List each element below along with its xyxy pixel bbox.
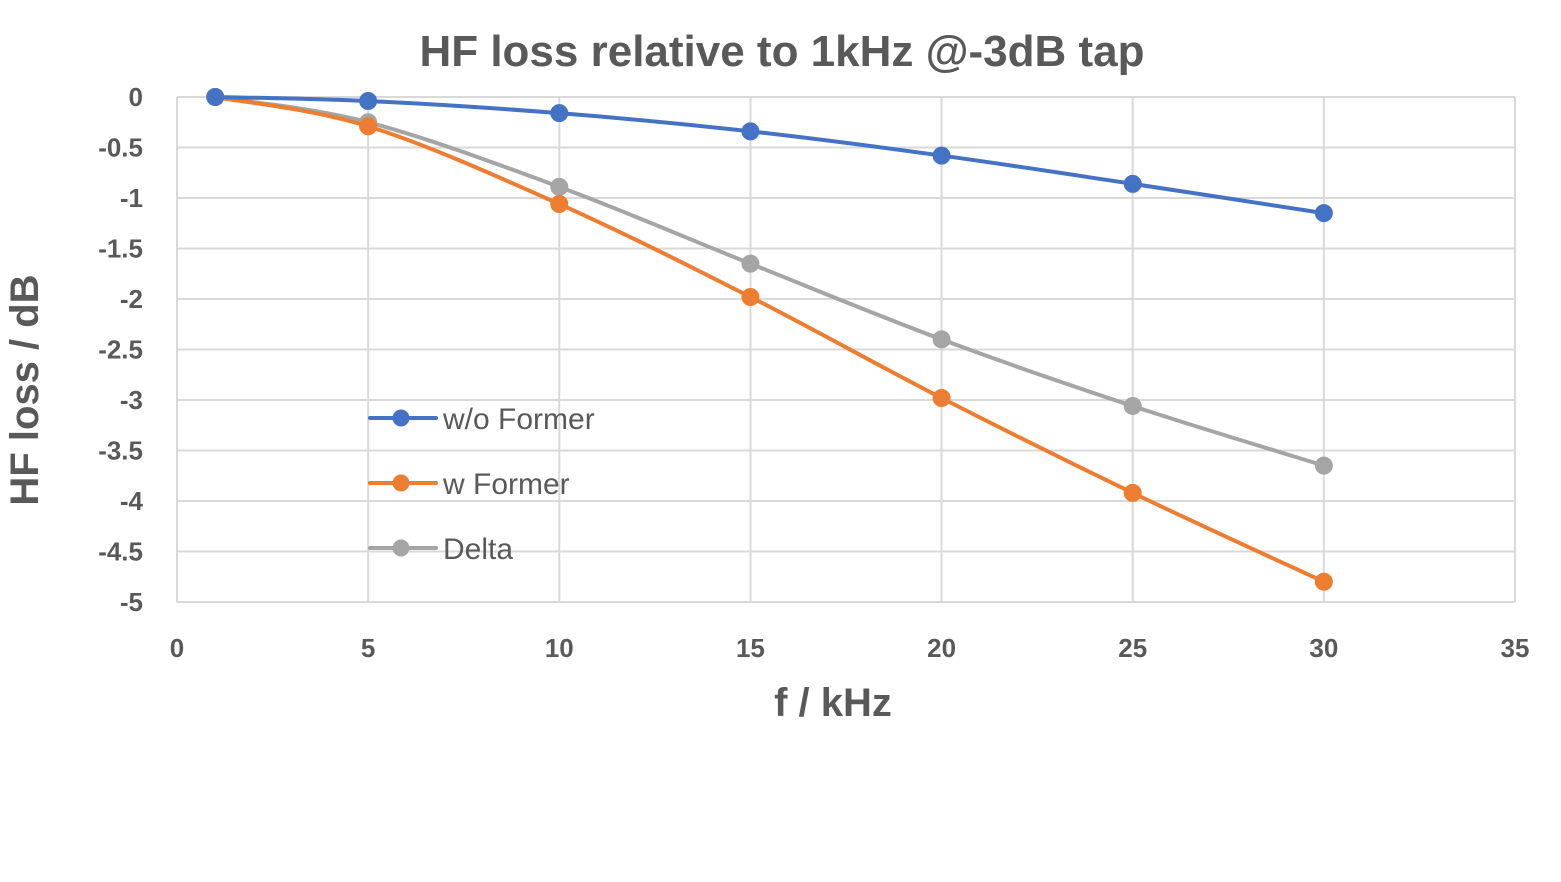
- data-point: [741, 254, 760, 273]
- data-point: [932, 330, 951, 349]
- data-point: [1314, 204, 1333, 223]
- data-point: [741, 287, 760, 306]
- data-point: [1314, 572, 1333, 591]
- series-layer: [206, 88, 1333, 591]
- x-tick-label: 5: [361, 633, 375, 663]
- x-tick-label: 20: [927, 633, 956, 663]
- legend: w/o Former w Former Delta: [368, 403, 595, 566]
- x-tick-label: 0: [170, 633, 184, 663]
- x-tick-label: 15: [736, 633, 765, 663]
- x-axis-ticks: 0 5 10 15 20 25 30 35: [170, 633, 1530, 663]
- legend-item: w/o Former: [368, 403, 595, 436]
- y-tick-label: -4: [120, 486, 144, 516]
- y-tick-label: -3: [120, 385, 143, 415]
- y-tick-label: -4.5: [98, 537, 143, 567]
- data-point: [359, 92, 378, 111]
- y-tick-label: 0: [129, 82, 143, 112]
- legend-item: Delta: [368, 533, 513, 566]
- data-point: [1314, 456, 1333, 475]
- data-point: [932, 388, 951, 407]
- data-point: [206, 88, 225, 106]
- legend-swatch-marker: [392, 539, 410, 557]
- y-tick-label: -0.5: [98, 133, 143, 163]
- data-point: [550, 177, 569, 196]
- data-point: [550, 104, 569, 123]
- legend-label: w Former: [442, 468, 570, 501]
- y-tick-label: -3.5: [98, 436, 143, 466]
- x-tick-label: 35: [1501, 633, 1530, 663]
- data-point: [1123, 174, 1142, 193]
- y-tick-label: -2.5: [98, 335, 143, 365]
- x-tick-label: 30: [1309, 633, 1338, 663]
- series-0: [206, 88, 1333, 223]
- x-tick-label: 25: [1118, 633, 1147, 663]
- data-point: [1123, 397, 1142, 416]
- y-tick-label: -1: [120, 183, 143, 213]
- legend-swatch-marker: [392, 474, 410, 492]
- legend-item: w Former: [368, 468, 570, 501]
- data-point: [550, 195, 569, 214]
- x-axis-title: f / kHz: [774, 681, 892, 725]
- data-point: [359, 117, 378, 136]
- y-tick-label: -2: [120, 284, 143, 314]
- data-point: [932, 146, 951, 165]
- legend-swatch-marker: [392, 409, 410, 427]
- data-point: [1123, 483, 1142, 502]
- data-point: [741, 122, 760, 141]
- y-tick-label: -5: [120, 587, 143, 617]
- x-tick-label: 10: [545, 633, 574, 663]
- y-axis-ticks: 0 -0.5 -1 -1.5 -2 -2.5 -3 -3.5 -4 -4.5 -5: [98, 82, 143, 617]
- chart-title: HF loss relative to 1kHz @-3dB tap: [419, 27, 1144, 76]
- legend-label: Delta: [443, 533, 513, 566]
- y-tick-label: -1.5: [98, 234, 143, 264]
- y-axis-title: HF loss / dB: [3, 274, 47, 505]
- legend-label: w/o Former: [442, 403, 595, 436]
